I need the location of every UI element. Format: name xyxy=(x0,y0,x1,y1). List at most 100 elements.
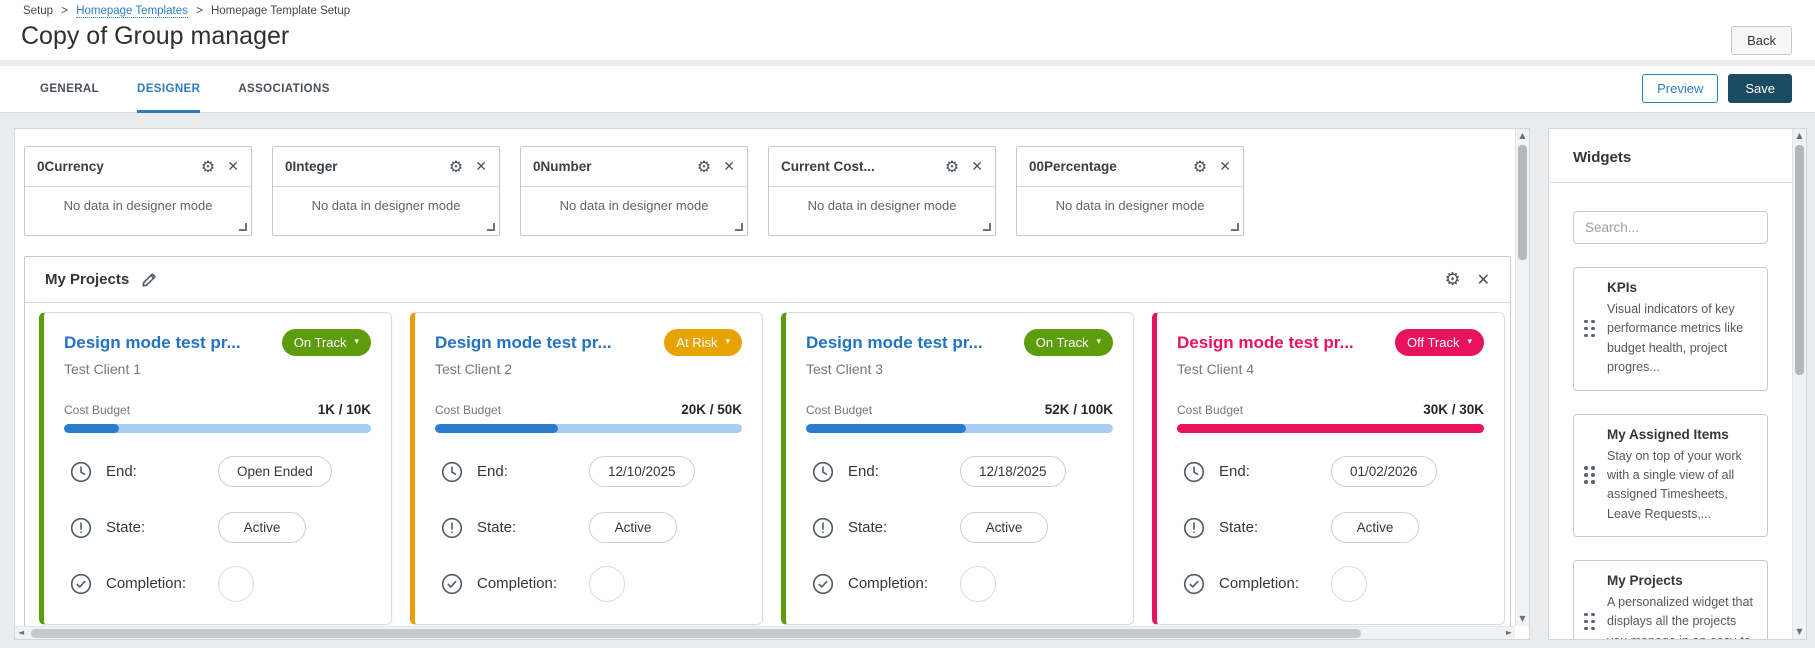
completion-label: Completion: xyxy=(848,575,929,592)
close-icon[interactable]: ✕ xyxy=(227,158,239,175)
tab[interactable]: ASSOCIATIONS xyxy=(238,83,330,95)
widget-search-input[interactable] xyxy=(1573,211,1768,244)
small-widget-card[interactable]: Current Cost... ⚙ ✕ No data in designer … xyxy=(768,146,996,236)
state-pill[interactable]: Active xyxy=(960,512,1048,543)
project-card: Design mode test pr... At Risk ▾ Test Cl… xyxy=(410,312,763,625)
widget-library-item[interactable]: My Projects A personalized widget that d… xyxy=(1573,560,1768,639)
tab[interactable]: DESIGNER xyxy=(137,66,201,113)
my-projects-title: My Projects xyxy=(45,271,130,288)
end-label: End: xyxy=(477,463,508,480)
breadcrumb-homepage-templates-link[interactable]: Homepage Templates xyxy=(76,5,188,18)
project-client: Test Client 3 xyxy=(806,361,884,377)
small-widget-card[interactable]: 00Percentage ⚙ ✕ No data in designer mod… xyxy=(1016,146,1244,236)
scrollbar-thumb[interactable] xyxy=(1795,145,1804,375)
small-widget-header: 0Number ⚙ ✕ xyxy=(521,147,747,187)
gear-icon[interactable]: ⚙ xyxy=(1444,268,1461,290)
drag-handle-icon[interactable] xyxy=(1584,612,1595,631)
close-icon[interactable]: ✕ xyxy=(475,158,487,175)
project-title-link[interactable]: Design mode test pr... xyxy=(1177,332,1354,352)
end-date-pill[interactable]: 12/18/2025 xyxy=(960,456,1066,487)
end-date-row: End: 01/02/2026 xyxy=(1177,454,1484,489)
gear-icon[interactable]: ⚙ xyxy=(448,156,464,176)
budget-progress-fill xyxy=(806,424,966,433)
resize-handle[interactable] xyxy=(1231,223,1239,231)
scrollbar-thumb[interactable] xyxy=(1518,145,1527,260)
state-label: State: xyxy=(106,519,146,536)
state-label: State: xyxy=(477,519,517,536)
scroll-left-icon[interactable]: ◄ xyxy=(18,628,25,637)
breadcrumb-setup: Setup xyxy=(23,5,54,17)
completion-label: Completion: xyxy=(1219,575,1300,592)
resize-handle[interactable] xyxy=(239,223,247,231)
small-widget-card[interactable]: 0Number ⚙ ✕ No data in designer mode xyxy=(520,146,748,236)
project-status-pill[interactable]: Off Track ▾ xyxy=(1394,329,1484,356)
scroll-down-icon[interactable]: ▼ xyxy=(1519,614,1526,623)
edit-pencil-icon[interactable] xyxy=(141,272,157,288)
canvas-vertical-scrollbar[interactable]: ▲ ▼ xyxy=(1515,129,1529,626)
small-widget-title: 0Currency xyxy=(37,159,104,174)
resize-handle[interactable] xyxy=(983,223,991,231)
state-pill[interactable]: Active xyxy=(1331,512,1419,543)
widget-library-item[interactable]: KPIs Visual indicators of key performanc… xyxy=(1573,267,1768,391)
completion-label: Completion: xyxy=(477,575,558,592)
small-widget-card[interactable]: 0Integer ⚙ ✕ No data in designer mode xyxy=(272,146,500,236)
state-pill[interactable]: Active xyxy=(589,512,677,543)
drag-handle-icon[interactable] xyxy=(1584,319,1595,338)
state-pill[interactable]: Active xyxy=(218,512,306,543)
end-label: End: xyxy=(1219,463,1250,480)
scroll-up-icon[interactable]: ▲ xyxy=(1519,131,1526,140)
scroll-right-icon[interactable]: ► xyxy=(1505,628,1512,637)
my-projects-widget: My Projects ⚙ ✕ Design mode test pr... O… xyxy=(24,256,1511,628)
cost-budget-row: Cost Budget 1K / 10K xyxy=(64,402,371,417)
scroll-down-icon[interactable]: ▼ xyxy=(1796,627,1803,636)
completion-input[interactable] xyxy=(960,565,996,602)
sidebar-vertical-scrollbar[interactable]: ▲ ▼ xyxy=(1792,129,1806,639)
project-title-link[interactable]: Design mode test pr... xyxy=(435,332,612,352)
close-icon[interactable]: ✕ xyxy=(1476,269,1490,289)
canvas-horizontal-scrollbar[interactable]: ◄ ► xyxy=(15,626,1515,639)
project-status-pill[interactable]: On Track ▾ xyxy=(1023,329,1113,356)
clock-icon xyxy=(70,461,92,482)
close-icon[interactable]: ✕ xyxy=(723,158,735,175)
budget-progress-fill xyxy=(1177,424,1484,433)
tab-bar: GENERAL DESIGNER ASSOCIATIONS Preview Sa… xyxy=(0,66,1815,113)
resize-handle[interactable] xyxy=(487,223,495,231)
drag-handle-icon[interactable] xyxy=(1584,466,1595,484)
clock-icon xyxy=(441,461,463,482)
small-widget-title: 00Percentage xyxy=(1029,159,1117,174)
close-icon[interactable]: ✕ xyxy=(971,158,983,175)
end-date-row: End: Open Ended xyxy=(64,454,371,489)
gear-icon[interactable]: ⚙ xyxy=(200,156,216,176)
end-date-pill[interactable]: 01/02/2026 xyxy=(1331,456,1437,487)
completion-row: Completion: xyxy=(806,565,1113,602)
check-circle-icon xyxy=(441,573,463,594)
project-title-link[interactable]: Design mode test pr... xyxy=(806,332,983,352)
small-widget-header: 0Integer ⚙ ✕ xyxy=(273,147,499,187)
end-date-pill[interactable]: 12/10/2025 xyxy=(589,456,695,487)
scroll-up-icon[interactable]: ▲ xyxy=(1796,131,1803,140)
preview-button[interactable]: Preview xyxy=(1642,74,1719,103)
completion-input[interactable] xyxy=(589,565,625,602)
state-row: State: Active xyxy=(64,510,371,545)
gear-icon[interactable]: ⚙ xyxy=(696,156,712,176)
tab[interactable]: GENERAL xyxy=(40,83,100,95)
project-title-row: Design mode test pr... On Track ▾ xyxy=(806,329,1113,356)
scrollbar-thumb[interactable] xyxy=(31,629,1361,638)
completion-input[interactable] xyxy=(218,565,254,602)
resize-handle[interactable] xyxy=(735,223,743,231)
close-icon[interactable]: ✕ xyxy=(1219,158,1231,175)
gear-icon[interactable]: ⚙ xyxy=(944,156,960,176)
back-button[interactable]: Back xyxy=(1731,26,1792,55)
widget-library-item[interactable]: My Assigned Items Stay on top of your wo… xyxy=(1573,413,1768,537)
project-title-link[interactable]: Design mode test pr... xyxy=(64,332,241,352)
end-date-pill[interactable]: Open Ended xyxy=(218,456,332,487)
small-widget-card[interactable]: 0Currency ⚙ ✕ No data in designer mode xyxy=(24,146,252,236)
save-button[interactable]: Save xyxy=(1728,74,1792,103)
end-date-row: End: 12/18/2025 xyxy=(806,454,1113,489)
project-card: Design mode test pr... On Track ▾ Test C… xyxy=(781,312,1134,625)
project-status-pill[interactable]: At Risk ▾ xyxy=(664,329,742,356)
gear-icon[interactable]: ⚙ xyxy=(1192,156,1208,176)
budget-progress-track xyxy=(64,424,371,433)
completion-input[interactable] xyxy=(1331,565,1367,602)
project-status-pill[interactable]: On Track ▾ xyxy=(281,329,371,356)
